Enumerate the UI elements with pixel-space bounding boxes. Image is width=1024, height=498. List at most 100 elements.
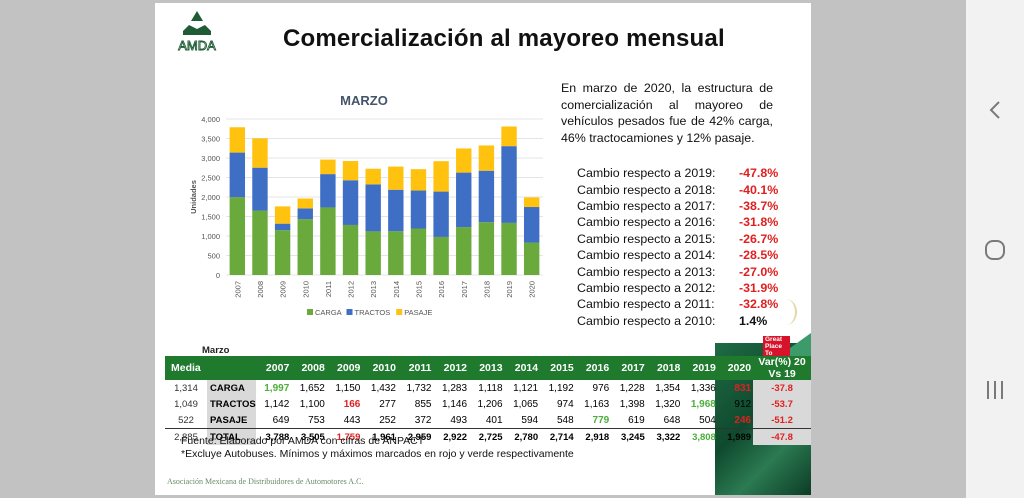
data-table: Media 2007 2008 2009 2010 2011 2012 2013 2014 201… — [165, 356, 811, 445]
var-value: -47.8 — [753, 428, 811, 445]
bar-pasaje — [274, 206, 291, 224]
bar-pasaje — [365, 168, 381, 185]
footnote-source: Fuente: Elaborado por AMDA con cifras de… — [181, 435, 425, 447]
footnote: Fuente: Elaborado por AMDA con cifras de… — [181, 435, 574, 461]
cell-value: 831 — [734, 382, 752, 394]
var-value: -51.2 — [753, 412, 811, 429]
great-place-badge: Great Place To — [763, 336, 790, 357]
cell-value: 2,725 — [469, 428, 505, 445]
bar-pasaje — [456, 148, 472, 173]
bar-pasaje — [410, 169, 427, 191]
decorative-ring — [775, 299, 797, 325]
change-value: 1.4% — [739, 313, 768, 328]
change-value: -38.7% — [739, 198, 779, 213]
home-button[interactable] — [966, 230, 1024, 270]
media-value: 522 — [178, 414, 194, 426]
change-value: -27.0% — [739, 264, 779, 279]
legend-swatch-tractos — [346, 309, 353, 315]
year-header: 2008 — [291, 356, 327, 380]
bar-tractos — [252, 167, 268, 211]
recents-button[interactable] — [966, 370, 1024, 410]
cell-value: 1,121 — [513, 382, 539, 394]
y-tick-label: 3,500 — [201, 135, 220, 144]
change-label: Cambio respecto a 2015: — [577, 231, 716, 246]
bar-pasaje — [501, 126, 517, 147]
bar-tractos — [320, 174, 336, 208]
x-tick-label: 2014 — [392, 281, 401, 298]
recents-icon — [987, 381, 1003, 399]
bar-tractos — [365, 184, 381, 232]
cell-value: 372 — [414, 414, 432, 426]
cell-value: 246 — [734, 414, 752, 426]
cell-value: 1,283 — [441, 382, 468, 394]
table-row: 1,314 CARGA 1,997 1,652 1,150 1,432 1,732 1,283… — [165, 380, 811, 396]
cell-value: 1,142 — [264, 398, 290, 410]
year-header: 2014 — [504, 356, 541, 380]
change-value: -32.8% — [739, 297, 779, 312]
year-header: 2009 — [326, 356, 363, 380]
x-tick-label: 2011 — [324, 281, 333, 297]
home-icon — [985, 240, 1005, 260]
cell-value: 504 — [699, 414, 716, 426]
row-label: TRACTOS — [206, 396, 256, 412]
cell-value: 1,320 — [655, 398, 681, 410]
change-label: Cambio respecto a 2013: — [577, 264, 716, 279]
cell-value: 548 — [556, 414, 574, 426]
change-label: Cambio respecto a 2016: — [577, 215, 716, 230]
cell-value: 1,163 — [584, 398, 610, 410]
table-row: 1,049 TRACTOS 1,142 1,100 166 277 855 1,146 1,20… — [165, 396, 811, 412]
year-header: 2013 — [469, 356, 505, 380]
cell-value: 1,432 — [370, 382, 396, 394]
change-row: Cambio respecto a 2014: -28.5% — [577, 247, 778, 263]
year-header: 2020 — [717, 356, 754, 380]
cell-value: 401 — [485, 414, 503, 426]
cell-value: 1,997 — [264, 382, 290, 394]
cell-value: 1,100 — [299, 398, 325, 410]
cell-value: 2,922 — [433, 428, 470, 445]
change-label: Cambio respecto a 2018: — [577, 182, 716, 197]
media-header: Media — [165, 356, 207, 380]
y-tick-label: 1,000 — [201, 232, 220, 241]
x-tick-label: 2008 — [256, 281, 265, 298]
cell-value: 1,354 — [655, 382, 681, 394]
bar-carga — [456, 227, 472, 275]
bar-tractos — [433, 191, 449, 237]
table-header-row: Media 2007 2008 2009 2010 2011 2012 2013 2014 201… — [165, 356, 811, 380]
cell-value: 1,118 — [478, 382, 503, 394]
year-header: 2012 — [433, 356, 470, 380]
bar-pasaje — [388, 166, 404, 190]
bar-tractos — [501, 146, 517, 223]
bar-tractos — [410, 190, 427, 229]
cell-value: 1,065 — [513, 398, 539, 410]
change-row: Cambio respecto a 2019: -47.8% — [577, 165, 778, 181]
cell-value: 443 — [343, 414, 361, 426]
amda-logo: AMDA — [178, 11, 217, 53]
y-tick-label: 0 — [216, 271, 220, 280]
bar-carga — [365, 231, 381, 275]
change-label: Cambio respecto a 2014: — [577, 248, 716, 263]
y-tick-label: 2,500 — [201, 174, 220, 183]
cell-value: 1,652 — [299, 382, 325, 394]
chart-title: MARZO — [340, 93, 388, 108]
bar-tractos — [274, 223, 291, 231]
cell-value: 779 — [592, 414, 610, 426]
bar-carga — [388, 231, 404, 275]
back-button[interactable] — [966, 90, 1024, 130]
legend-swatch-pasaje — [396, 309, 403, 315]
row-label: PASAJE — [206, 412, 256, 429]
cell-value: 1,732 — [406, 382, 432, 394]
cell-value: 912 — [734, 398, 752, 410]
change-row: Cambio respecto a 2013: -27.0% — [577, 263, 778, 279]
change-label: Cambio respecto a 2012: — [577, 280, 716, 295]
media-value: 2,885 — [165, 428, 207, 445]
bar-tractos — [456, 172, 472, 228]
cell-value: 3,322 — [646, 428, 683, 445]
bar-tractos — [523, 207, 540, 243]
cell-value: 1,228 — [619, 382, 645, 394]
bar-pasaje — [252, 138, 268, 168]
media-value: 1,314 — [174, 382, 198, 394]
cell-value: 1,398 — [619, 398, 645, 410]
year-header: 2018 — [646, 356, 683, 380]
x-tick-label: 2017 — [460, 281, 469, 298]
bar-carga — [229, 197, 246, 275]
